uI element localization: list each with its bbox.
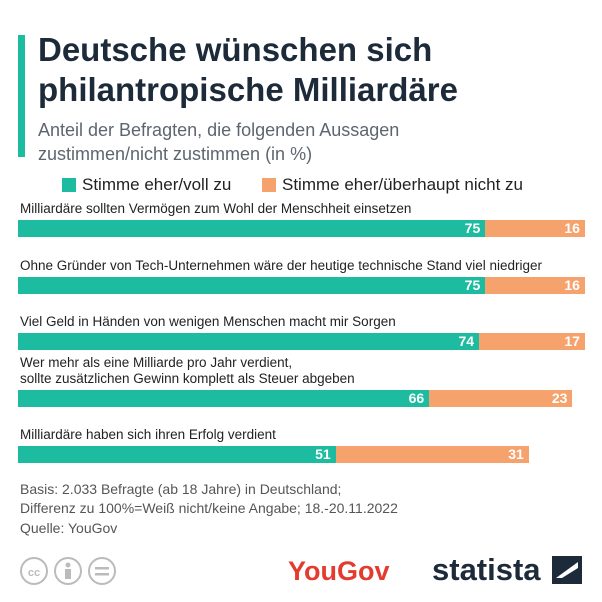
bar-segment [429, 390, 573, 407]
bar-segment [485, 277, 585, 294]
accent-bar [18, 35, 25, 157]
bar-segment [485, 220, 585, 237]
value-label: 23 [551, 390, 568, 406]
category-label: Viel Geld in Händen von wenigen Menschen… [20, 314, 396, 329]
bar-segment [18, 333, 480, 350]
legend-swatch [62, 178, 76, 192]
legend-label: Stimme eher/voll zu [82, 175, 232, 194]
value-label: 74 [458, 333, 475, 349]
value-label: 75 [464, 220, 481, 236]
category-label: Milliardäre sollten Vermögen zum Wohl de… [20, 201, 412, 216]
bar-segment [18, 390, 430, 407]
logo-statista: statista [432, 552, 541, 587]
license-icons: cc [20, 557, 116, 585]
value-label: 16 [564, 277, 580, 293]
value-label: 75 [464, 277, 481, 293]
chart-subtitle: Anteil der Befragten, die folgenden Auss… [38, 120, 400, 164]
value-label: 66 [408, 390, 425, 406]
source: Quelle: YouGov [20, 520, 118, 536]
logo-yougov: YouGov [288, 556, 390, 586]
value-label: 16 [564, 220, 580, 236]
chart-title: Deutsche wünschen sich philantropische M… [38, 31, 458, 108]
category-label: Milliardäre haben sich ihren Erfolg verd… [20, 427, 276, 442]
bar-segment [335, 446, 529, 463]
statista-icon [552, 556, 582, 584]
value-label: 31 [508, 446, 524, 462]
value-label: 51 [315, 446, 331, 462]
legend-label: Stimme eher/überhaupt nicht zu [282, 175, 523, 194]
category-label: Wer mehr als eine Milliarde pro Jahr ver… [20, 355, 355, 386]
footnote: Basis: 2.033 Befragte (ab 18 Jahre) in D… [20, 481, 398, 516]
svg-text:cc: cc [28, 567, 40, 579]
legend-swatch [262, 178, 276, 192]
value-label: 17 [564, 333, 580, 349]
bar-segment [479, 333, 585, 350]
bar-segment [18, 220, 486, 237]
bar-segment [18, 277, 486, 294]
category-label: Ohne Gründer von Tech-Unternehmen wäre d… [20, 258, 543, 273]
bar-segment [18, 446, 336, 463]
